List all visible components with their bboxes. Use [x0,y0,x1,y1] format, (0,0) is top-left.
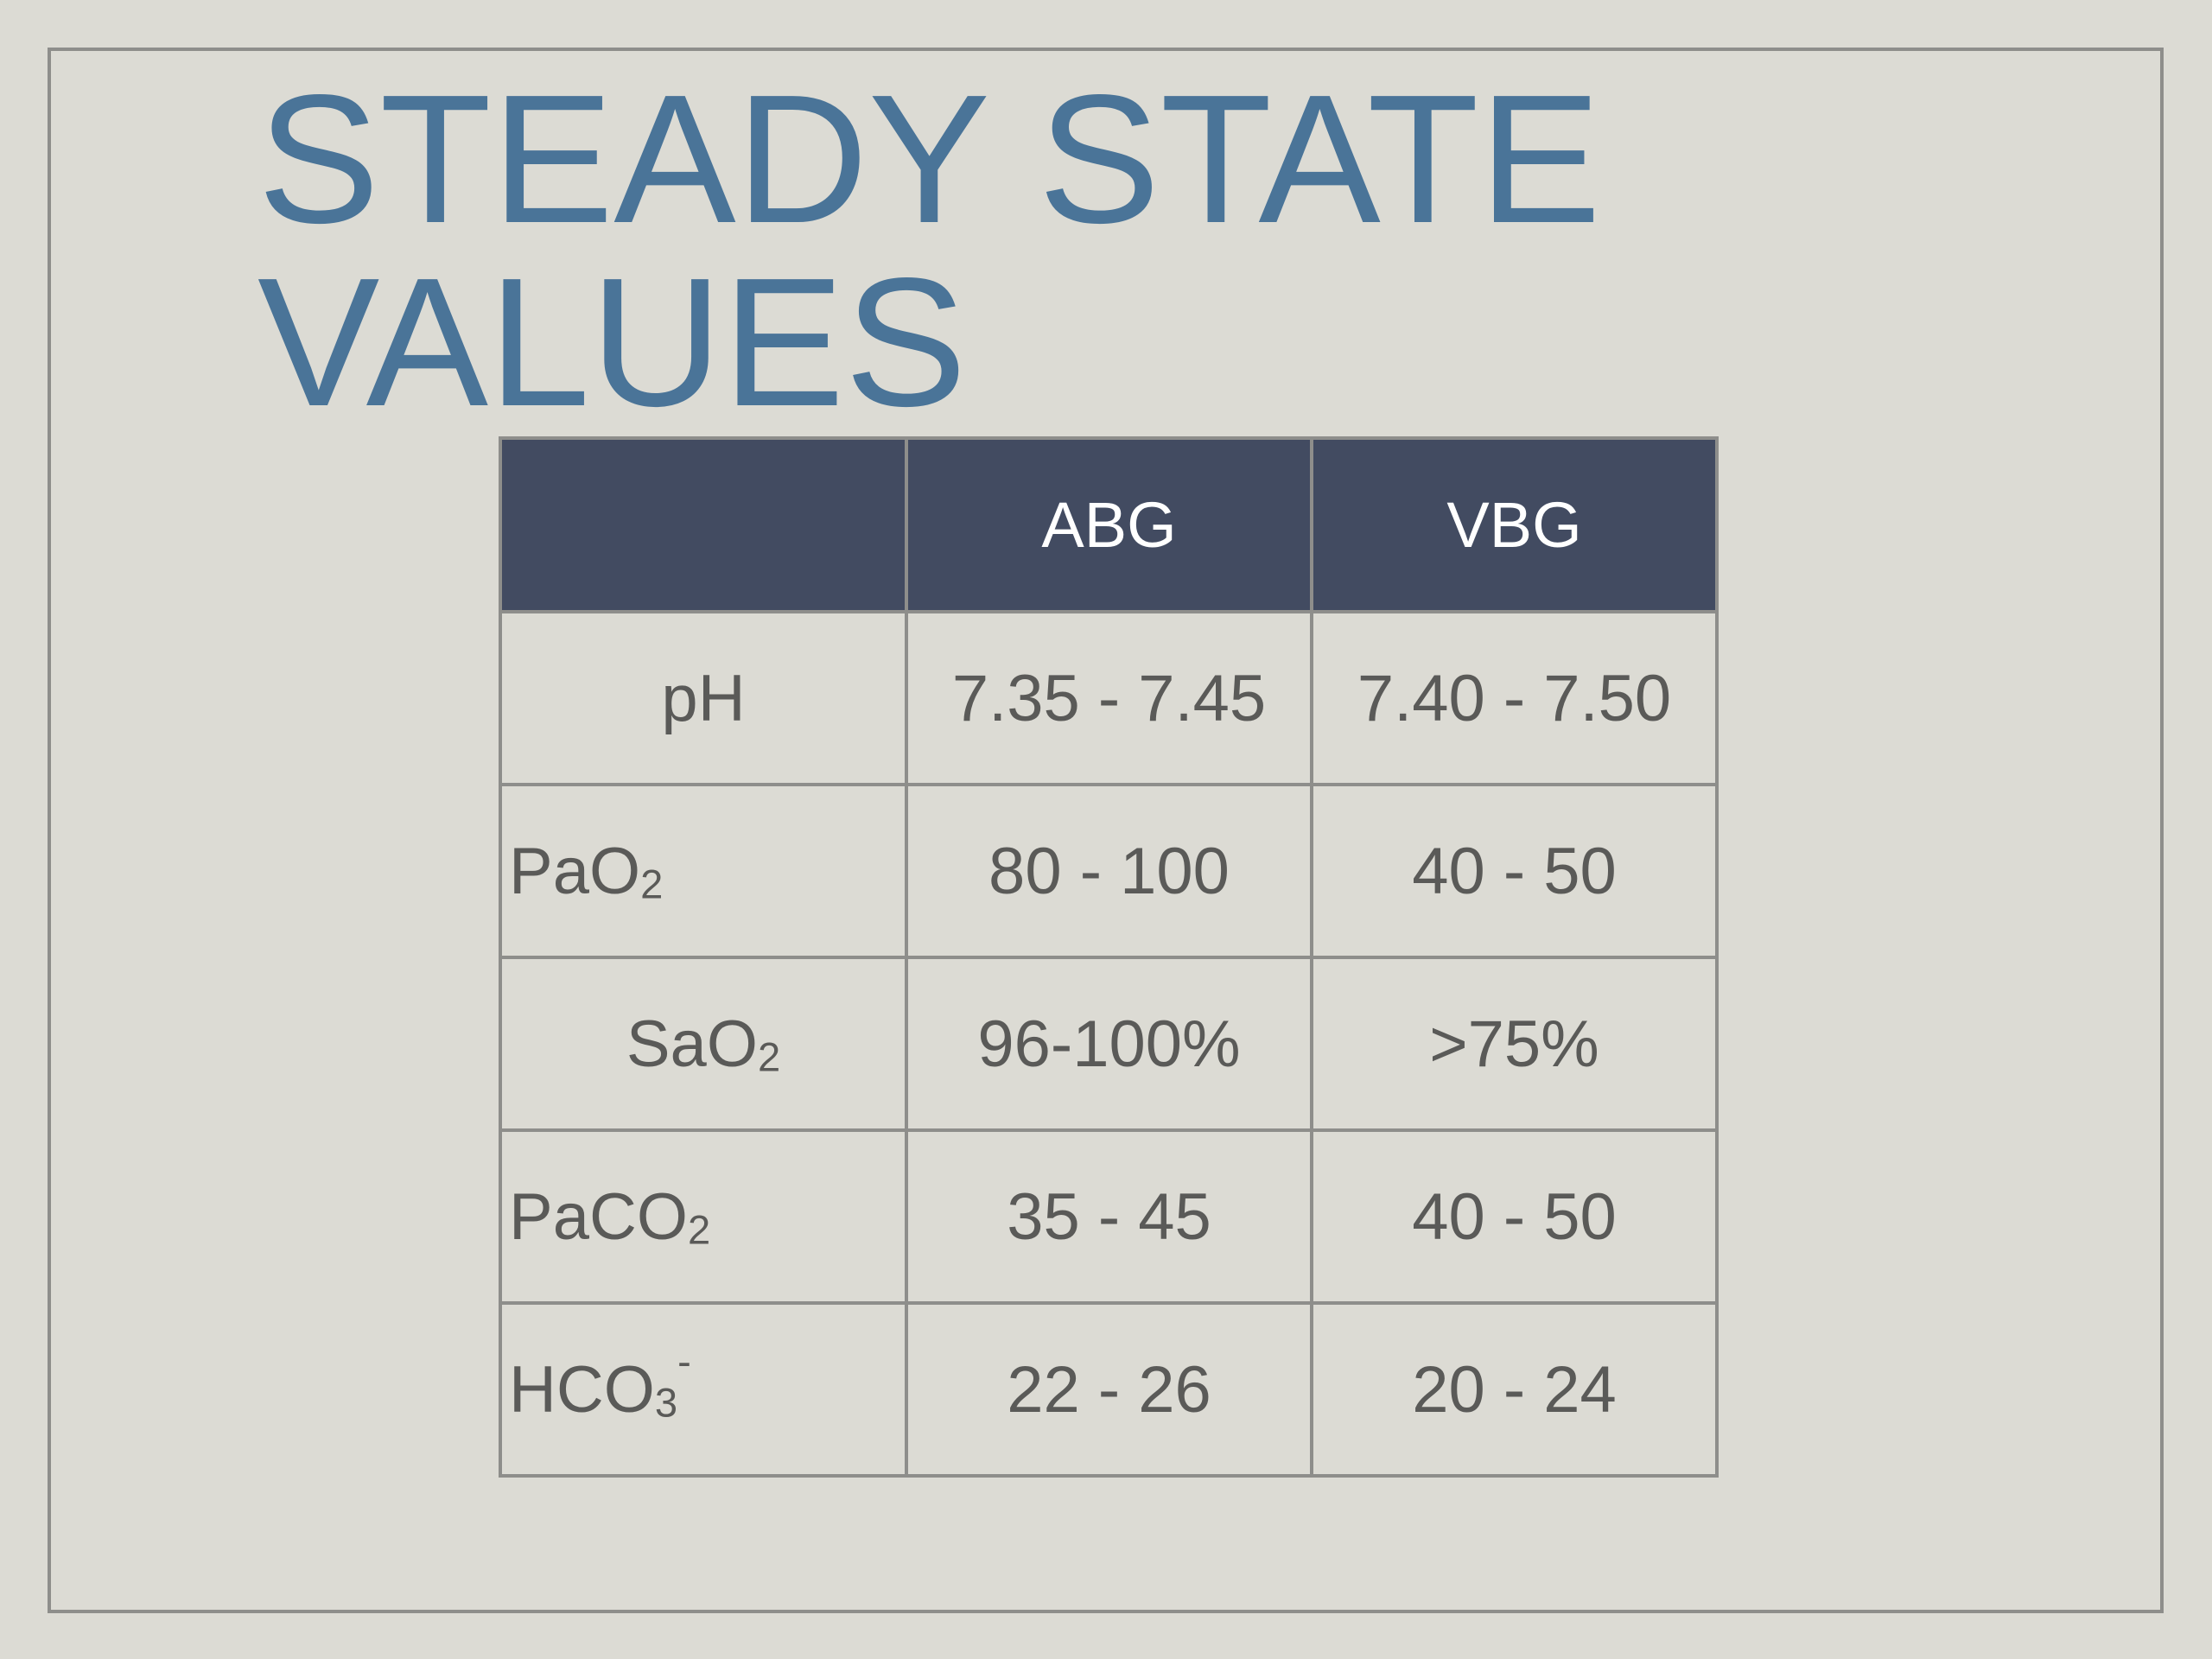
table-row-paco2: PaCO2 35 - 45 40 - 50 [499,1128,1719,1305]
table-row-ph: pH 7.35 - 7.45 7.40 - 7.50 [499,610,1719,786]
cell-vbg-pao2: 40 - 50 [1310,783,1719,959]
slide-frame [48,48,2164,1613]
param-subscript: 2 [757,1033,781,1080]
row-label-hco3: HCO3- [499,1301,908,1478]
param-base: PaO [509,834,641,908]
header-abg: ABG [905,436,1313,613]
row-label-ph: pH [499,610,908,786]
cell-vbg-ph: 7.40 - 7.50 [1310,610,1719,786]
cell-abg-pao2: 80 - 100 [905,783,1313,959]
param-subscript: 3 [654,1379,678,1426]
row-label-paco2: PaCO2 [499,1128,908,1305]
cell-abg-sao2: 96-100% [905,956,1313,1132]
table-header-row: ABG VBG [499,436,1719,613]
param-base: HCO [509,1352,655,1427]
slide-title: STEADY STATE VALUES [257,67,1601,434]
table-row-pao2: PaO2 80 - 100 40 - 50 [499,783,1719,959]
cell-vbg-sao2: >75% [1310,956,1719,1132]
cell-abg-paco2: 35 - 45 [905,1128,1313,1305]
cell-abg-ph: 7.35 - 7.45 [905,610,1313,786]
table-row-hco3: HCO3- 22 - 26 20 - 24 [499,1301,1719,1478]
param-superscript: - [677,1338,691,1384]
title-line-2: VALUES [257,239,967,444]
row-label-sao2: SaO2 [499,956,908,1132]
table-row-sao2: SaO2 96-100% >75% [499,956,1719,1132]
title-line-1: STEADY STATE [257,56,1602,261]
steady-state-table: ABG VBG pH 7.35 - 7.45 7.40 - 7.50 PaO2 … [499,436,1719,1478]
header-vbg: VBG [1310,436,1719,613]
param-base: SaO [626,1007,758,1081]
cell-vbg-hco3: 20 - 24 [1310,1301,1719,1478]
cell-abg-hco3: 22 - 26 [905,1301,1313,1478]
cell-vbg-paco2: 40 - 50 [1310,1128,1719,1305]
param-subscript: 2 [687,1206,711,1253]
header-parameter [499,436,908,613]
param-subscript: 2 [640,861,664,907]
row-label-pao2: PaO2 [499,783,908,959]
param-base: pH [661,661,746,735]
param-base: PaCO [509,1179,688,1254]
